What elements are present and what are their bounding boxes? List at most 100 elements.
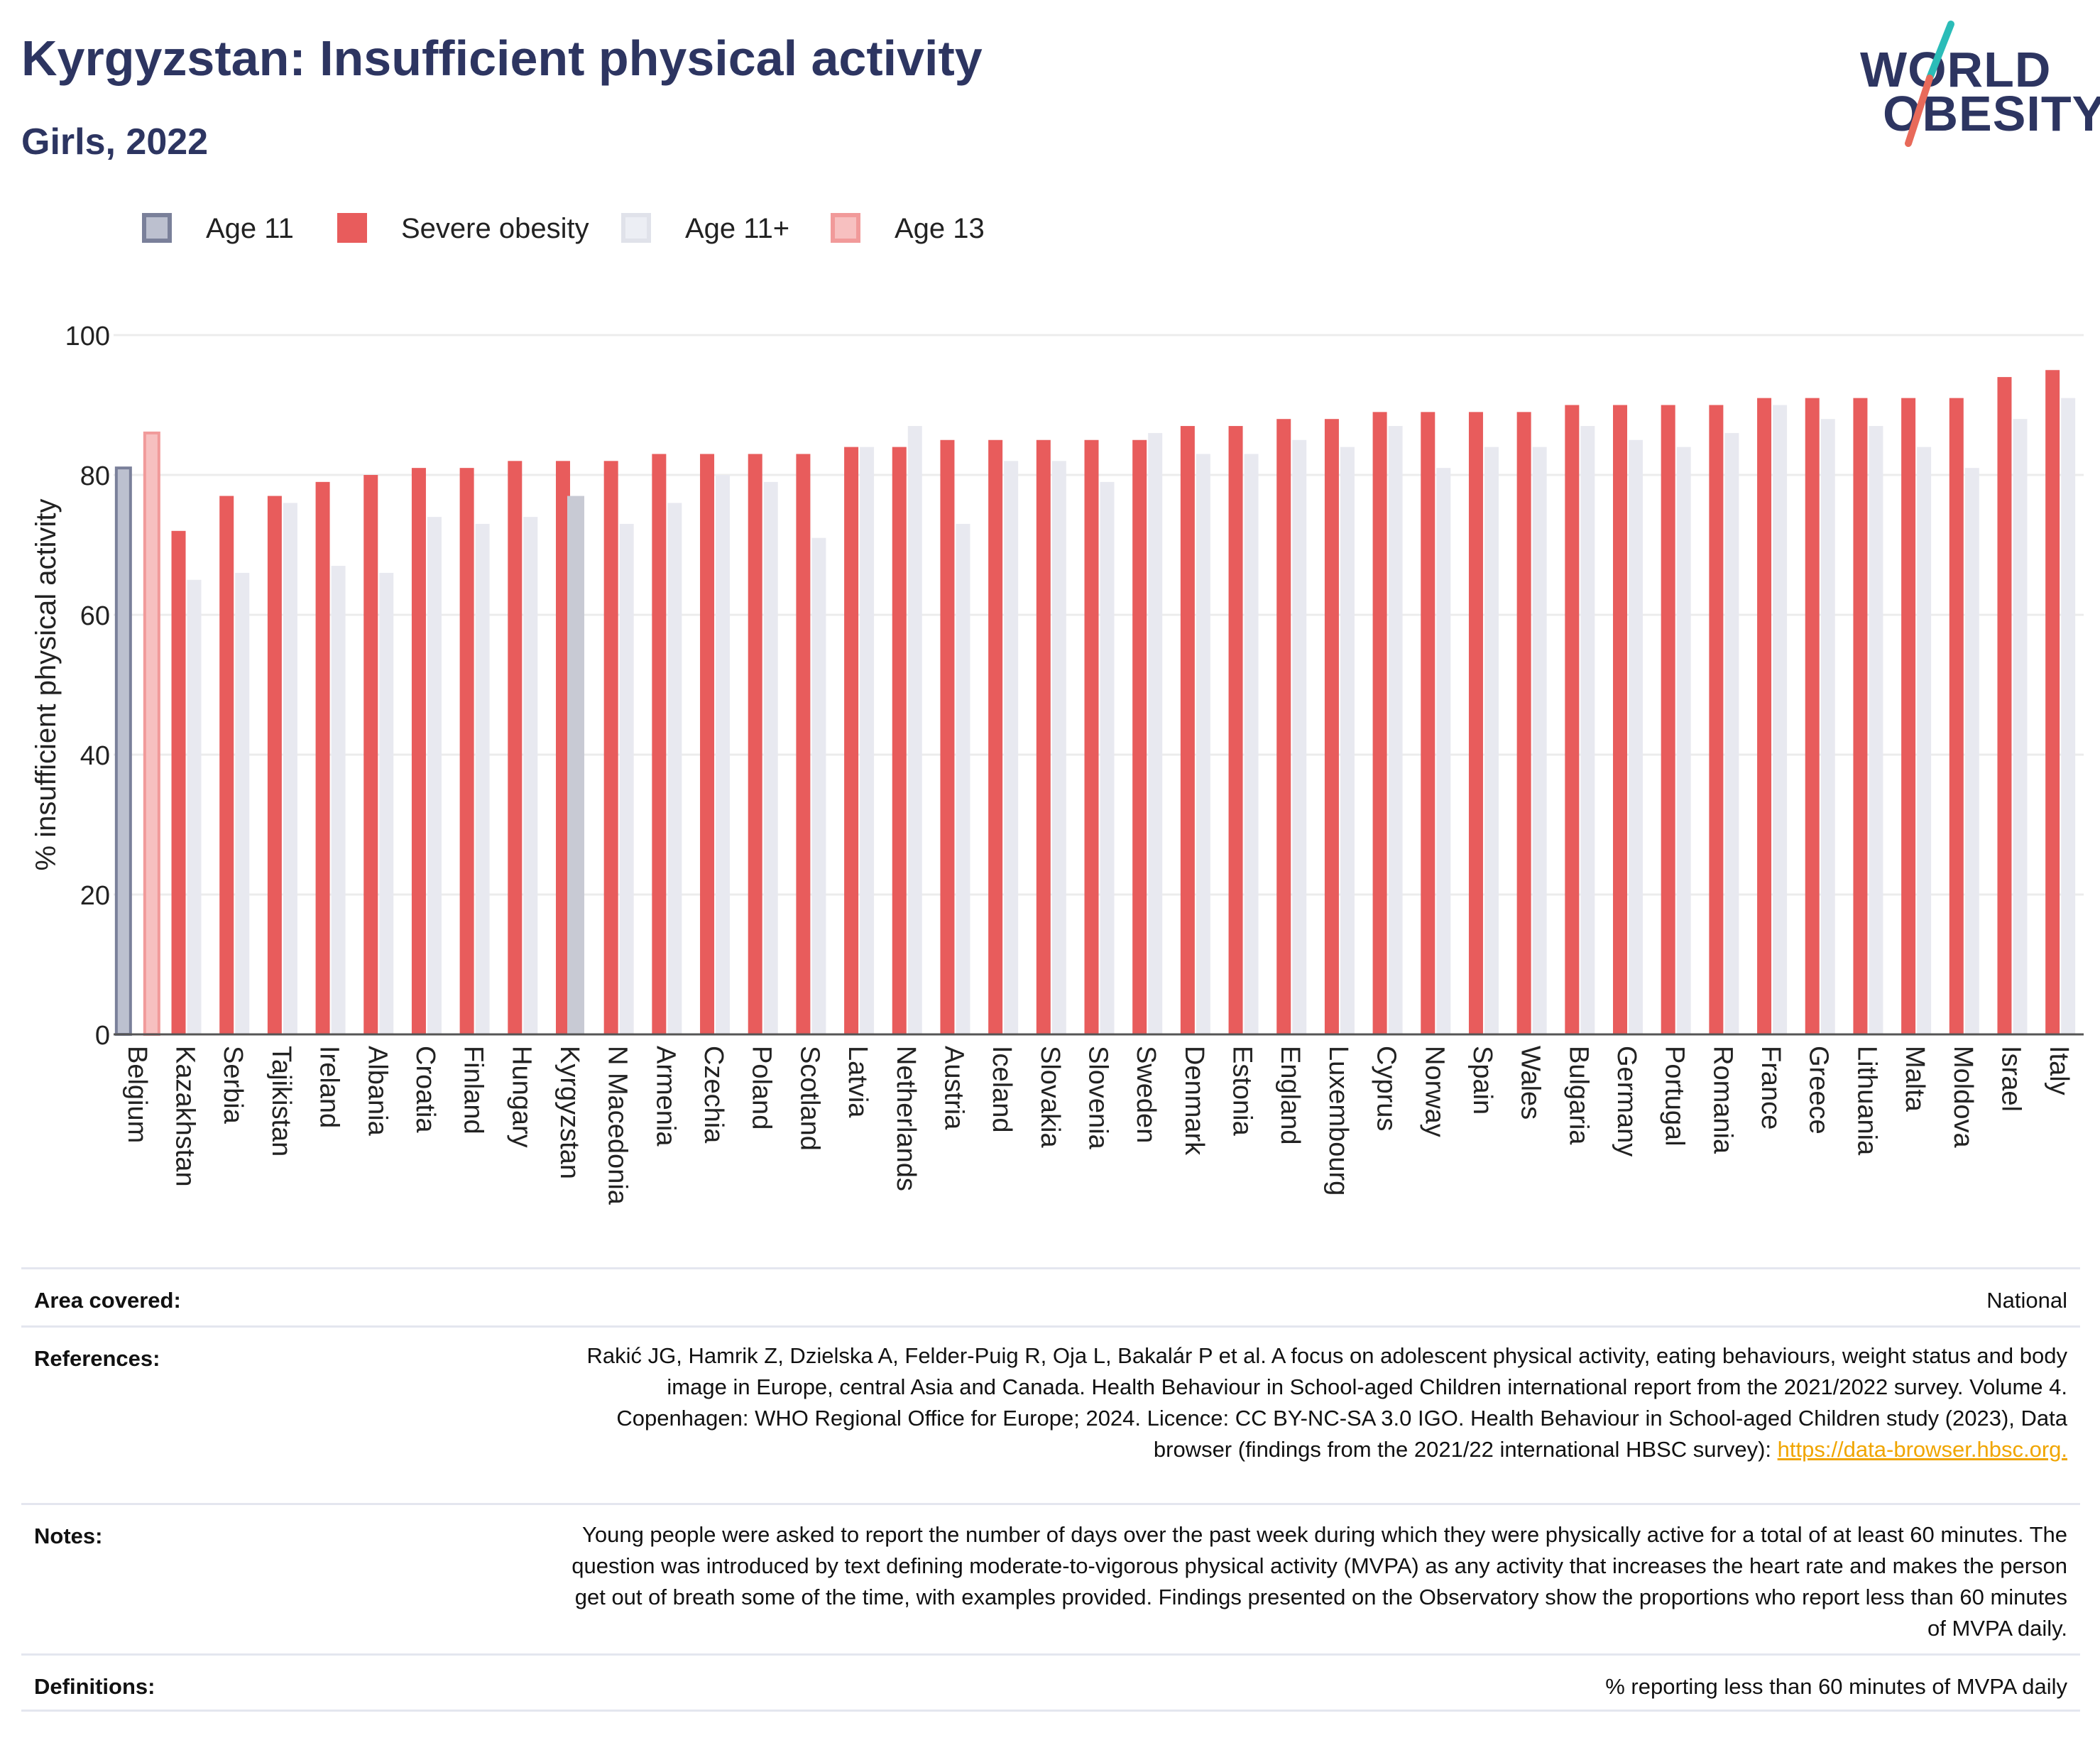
bar-age-11-plus: [1820, 419, 1835, 1034]
x-tick-label: Malta: [1900, 1046, 1930, 1112]
x-tick-label: Scotland: [794, 1046, 824, 1151]
legend-swatch-severe-obesity: [337, 213, 367, 243]
info-key-references: References:: [34, 1346, 160, 1371]
legend-label-age-11-plus: Age 11+: [685, 213, 790, 244]
y-tick-label: 60: [80, 601, 110, 631]
bar-age-11-plus: [567, 496, 584, 1034]
bar-severe-obesity: [1324, 419, 1339, 1034]
bar-severe-obesity: [1276, 419, 1291, 1034]
x-tick-label: Netherlands: [891, 1046, 921, 1191]
x-tick-label: Ireland: [315, 1046, 344, 1128]
bar-age-11-plus: [1051, 461, 1066, 1034]
x-tick-label: Armenia: [650, 1046, 680, 1147]
bar-age-11-plus: [1340, 447, 1355, 1034]
x-tick-label: Romania: [1707, 1046, 1737, 1154]
bar-severe-obesity: [411, 468, 426, 1034]
bar-severe-obesity: [1565, 405, 1580, 1034]
bar-severe-obesity: [892, 447, 907, 1034]
x-tick-label: Norway: [1419, 1046, 1449, 1137]
x-tick-label: Greece: [1804, 1046, 1834, 1134]
x-tick-label: Spain: [1467, 1046, 1497, 1115]
x-tick-label: Wales: [1516, 1046, 1546, 1120]
legend-swatch-age-11-plus: [621, 213, 651, 243]
bar-severe-obesity: [219, 496, 234, 1034]
y-axis-label: % insufficient physical activity: [31, 499, 62, 871]
bar-severe-obesity: [603, 461, 618, 1034]
bar-age-11-plus: [1532, 447, 1547, 1034]
bar-age-11-plus: [1580, 426, 1595, 1034]
bar-age-11-plus: [1148, 432, 1163, 1034]
y-tick-label: 100: [65, 322, 110, 351]
info-table: Area covered: National References: Rakić…: [21, 1267, 2080, 1712]
info-key-area: Area covered:: [34, 1288, 181, 1313]
chart-subtitle: Girls, 2022: [21, 121, 209, 163]
bar-severe-obesity: [171, 530, 186, 1034]
bar-severe-obesity: [1709, 405, 1724, 1034]
bar-age-11-plus: [1292, 439, 1307, 1034]
info-value-definitions: % reporting less than 60 minutes of MVPA…: [1605, 1674, 2067, 1699]
legend-swatch-age-11: [142, 213, 172, 243]
legend-swatch-age-13: [831, 213, 860, 243]
references-text: Rakić JG, Hamrik Z, Dzielska A, Felder-P…: [586, 1343, 2067, 1462]
bar-severe-obesity: [940, 439, 955, 1034]
legend-label-severe-obesity: Severe obesity: [401, 213, 589, 244]
bar-age-11-plus: [1100, 481, 1115, 1034]
info-value-notes: Young people were asked to report the nu…: [572, 1522, 2067, 1641]
bar-age-11-plus: [716, 475, 731, 1034]
bar-severe-obesity: [1084, 439, 1099, 1034]
y-tick-label: 40: [80, 741, 110, 771]
bar-severe-obesity: [267, 496, 282, 1034]
x-tick-label: Estonia: [1227, 1046, 1257, 1137]
bar-age-11-plus: [1004, 461, 1019, 1034]
x-tick-label: Austria: [939, 1046, 968, 1130]
bar-severe-obesity: [1372, 412, 1387, 1034]
bar-age-11-plus: [475, 523, 490, 1034]
bar-age-13: [143, 431, 160, 1036]
bar-severe-obesity: [1901, 398, 1916, 1034]
x-tick-label: Sweden: [1131, 1046, 1161, 1143]
logo-word-world: WORLD: [1860, 42, 2052, 97]
bar-severe-obesity: [796, 454, 811, 1034]
bar-age-11-plus: [1917, 447, 1932, 1034]
bar-severe-obesity: [459, 468, 474, 1034]
bar-age-11-plus: [523, 517, 538, 1034]
bar-age-11-plus: [1196, 454, 1210, 1034]
bar-severe-obesity: [363, 475, 378, 1034]
bar-severe-obesity: [1228, 426, 1243, 1034]
bar-age-11-plus: [1676, 447, 1691, 1034]
info-key-definitions: Definitions:: [34, 1674, 155, 1699]
x-tick-label: Luxembourg: [1323, 1046, 1353, 1196]
y-tick-label: 80: [80, 461, 110, 491]
x-tick-label: Bulgaria: [1563, 1046, 1593, 1145]
bar-severe-obesity: [508, 461, 523, 1034]
x-tick-label: Lithuania: [1852, 1046, 1881, 1156]
bar-age-11-plus: [1436, 468, 1451, 1034]
bar-age-11-plus: [763, 481, 778, 1034]
bar-severe-obesity: [1949, 398, 1964, 1034]
bar-age-11-plus: [1484, 447, 1499, 1034]
bar-age-11-plus: [1869, 426, 1883, 1034]
bar-severe-obesity: [748, 454, 762, 1034]
bar-severe-obesity: [1613, 405, 1628, 1034]
x-tick-label: Portugal: [1660, 1046, 1690, 1147]
bar-severe-obesity: [1036, 439, 1051, 1034]
x-tick-label: Slovenia: [1083, 1046, 1113, 1150]
bar-severe-obesity: [1661, 405, 1675, 1034]
bar-severe-obesity: [988, 439, 1003, 1034]
bar-age-11-plus: [860, 447, 875, 1034]
logo-slash-icon: [1905, 21, 1954, 147]
legend-label-age-11: Age 11: [206, 213, 294, 244]
bar-age-11-plus: [1388, 426, 1403, 1034]
bar-severe-obesity: [1757, 398, 1772, 1034]
bar-chart: 0 20 40 60 80 100 % insufficient physical acti…: [31, 322, 2084, 1205]
info-value-references: Rakić JG, Hamrik Z, Dzielska A, Felder-P…: [561, 1328, 2067, 1465]
bar-age-11-plus: [811, 537, 826, 1034]
x-tick-label: N Macedonia: [603, 1046, 633, 1205]
bar-age-11: [114, 466, 132, 1036]
x-tick-label: Israel: [1996, 1046, 2025, 1112]
references-link[interactable]: https://data-browser.hbsc.org.: [1777, 1437, 2067, 1462]
x-tick-label: Denmark: [1179, 1046, 1209, 1156]
x-tick-label: Italy: [2044, 1046, 2074, 1095]
bar-age-11-plus: [1629, 439, 1644, 1034]
bar-severe-obesity: [1468, 412, 1483, 1034]
